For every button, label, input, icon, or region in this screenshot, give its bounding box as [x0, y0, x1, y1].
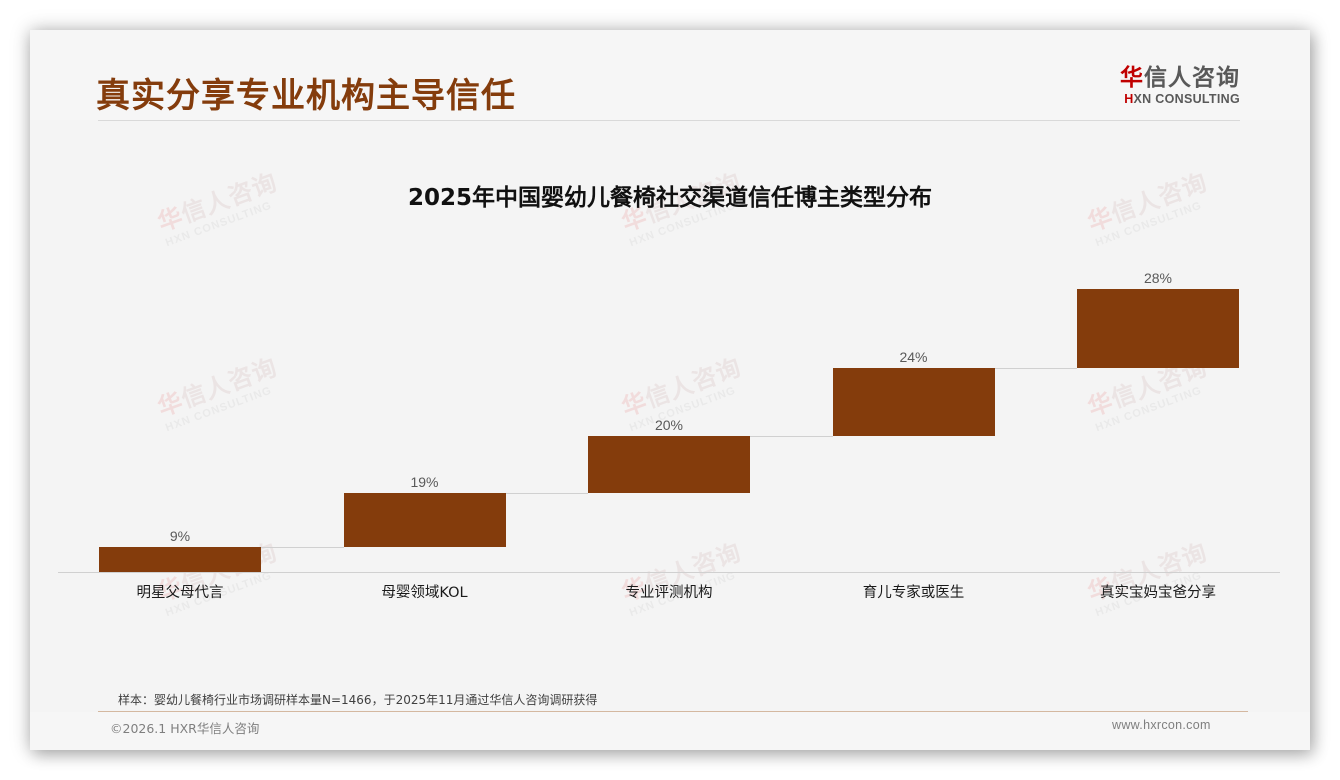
waterfall-connector — [261, 546, 344, 548]
data-label: 28% — [1143, 270, 1173, 286]
footer-band — [30, 712, 1310, 750]
data-label: 19% — [410, 473, 439, 490]
bar — [343, 492, 506, 547]
bar — [588, 436, 750, 493]
logo-cn-text: 信人咨询 — [1144, 65, 1240, 91]
bar — [832, 368, 995, 437]
waterfall-connector — [505, 492, 588, 494]
header-band — [30, 30, 1310, 120]
logo-english: HXN CONSULTING — [1110, 92, 1240, 106]
company-logo: 华信人咨询 HXN CONSULTING — [1110, 64, 1240, 106]
waterfall-chart: 9% 明星父母代言 19% 母婴领域KOL 20% 专业评测机构 24% 育儿专家或医生 28%… — [30, 30, 1310, 750]
page-title: 真实分享专业机构主导信任 — [96, 76, 516, 116]
data-label: 9% — [169, 527, 191, 544]
category-label: 专业评测机构 — [625, 585, 713, 601]
copyright-text: ©2026.1 HXR华信人咨询 — [110, 721, 260, 736]
category-label: 真实宝妈宝爸分享 — [1100, 585, 1216, 601]
data-label: 24% — [899, 349, 928, 366]
x-axis-line — [58, 572, 1280, 573]
chart-title: 2025年中国婴幼儿餐椅社交渠道信任博主类型分布 — [407, 185, 932, 211]
footer-divider — [98, 711, 1248, 712]
title-divider — [98, 120, 1240, 121]
logo-accent-char: 华 — [1120, 65, 1144, 91]
waterfall-connector — [994, 368, 1077, 370]
waterfall-connector — [750, 436, 833, 438]
data-label: 20% — [654, 417, 684, 434]
category-label: 育儿专家或医生 — [862, 585, 965, 601]
category-label: 明星父母代言 — [136, 585, 224, 601]
source-note: 样本：婴幼儿餐椅行业市场调研样本量N=1466，于2025年11月通过华信人咨询… — [118, 693, 598, 707]
logo-en-accent: H — [1124, 92, 1134, 106]
slide: 真实分享专业机构主导信任 华信人咨询 HXN CONSULTING 华信人咨询 H… — [30, 30, 1310, 750]
category-label: 母婴领域KOL — [381, 585, 468, 601]
bar — [99, 546, 261, 572]
logo-en-text: XN CONSULTING — [1133, 92, 1240, 106]
bar — [1077, 289, 1239, 369]
website-link: www.hxrcon.com — [1112, 718, 1211, 732]
logo-chinese: 华信人咨询 — [1110, 64, 1240, 92]
